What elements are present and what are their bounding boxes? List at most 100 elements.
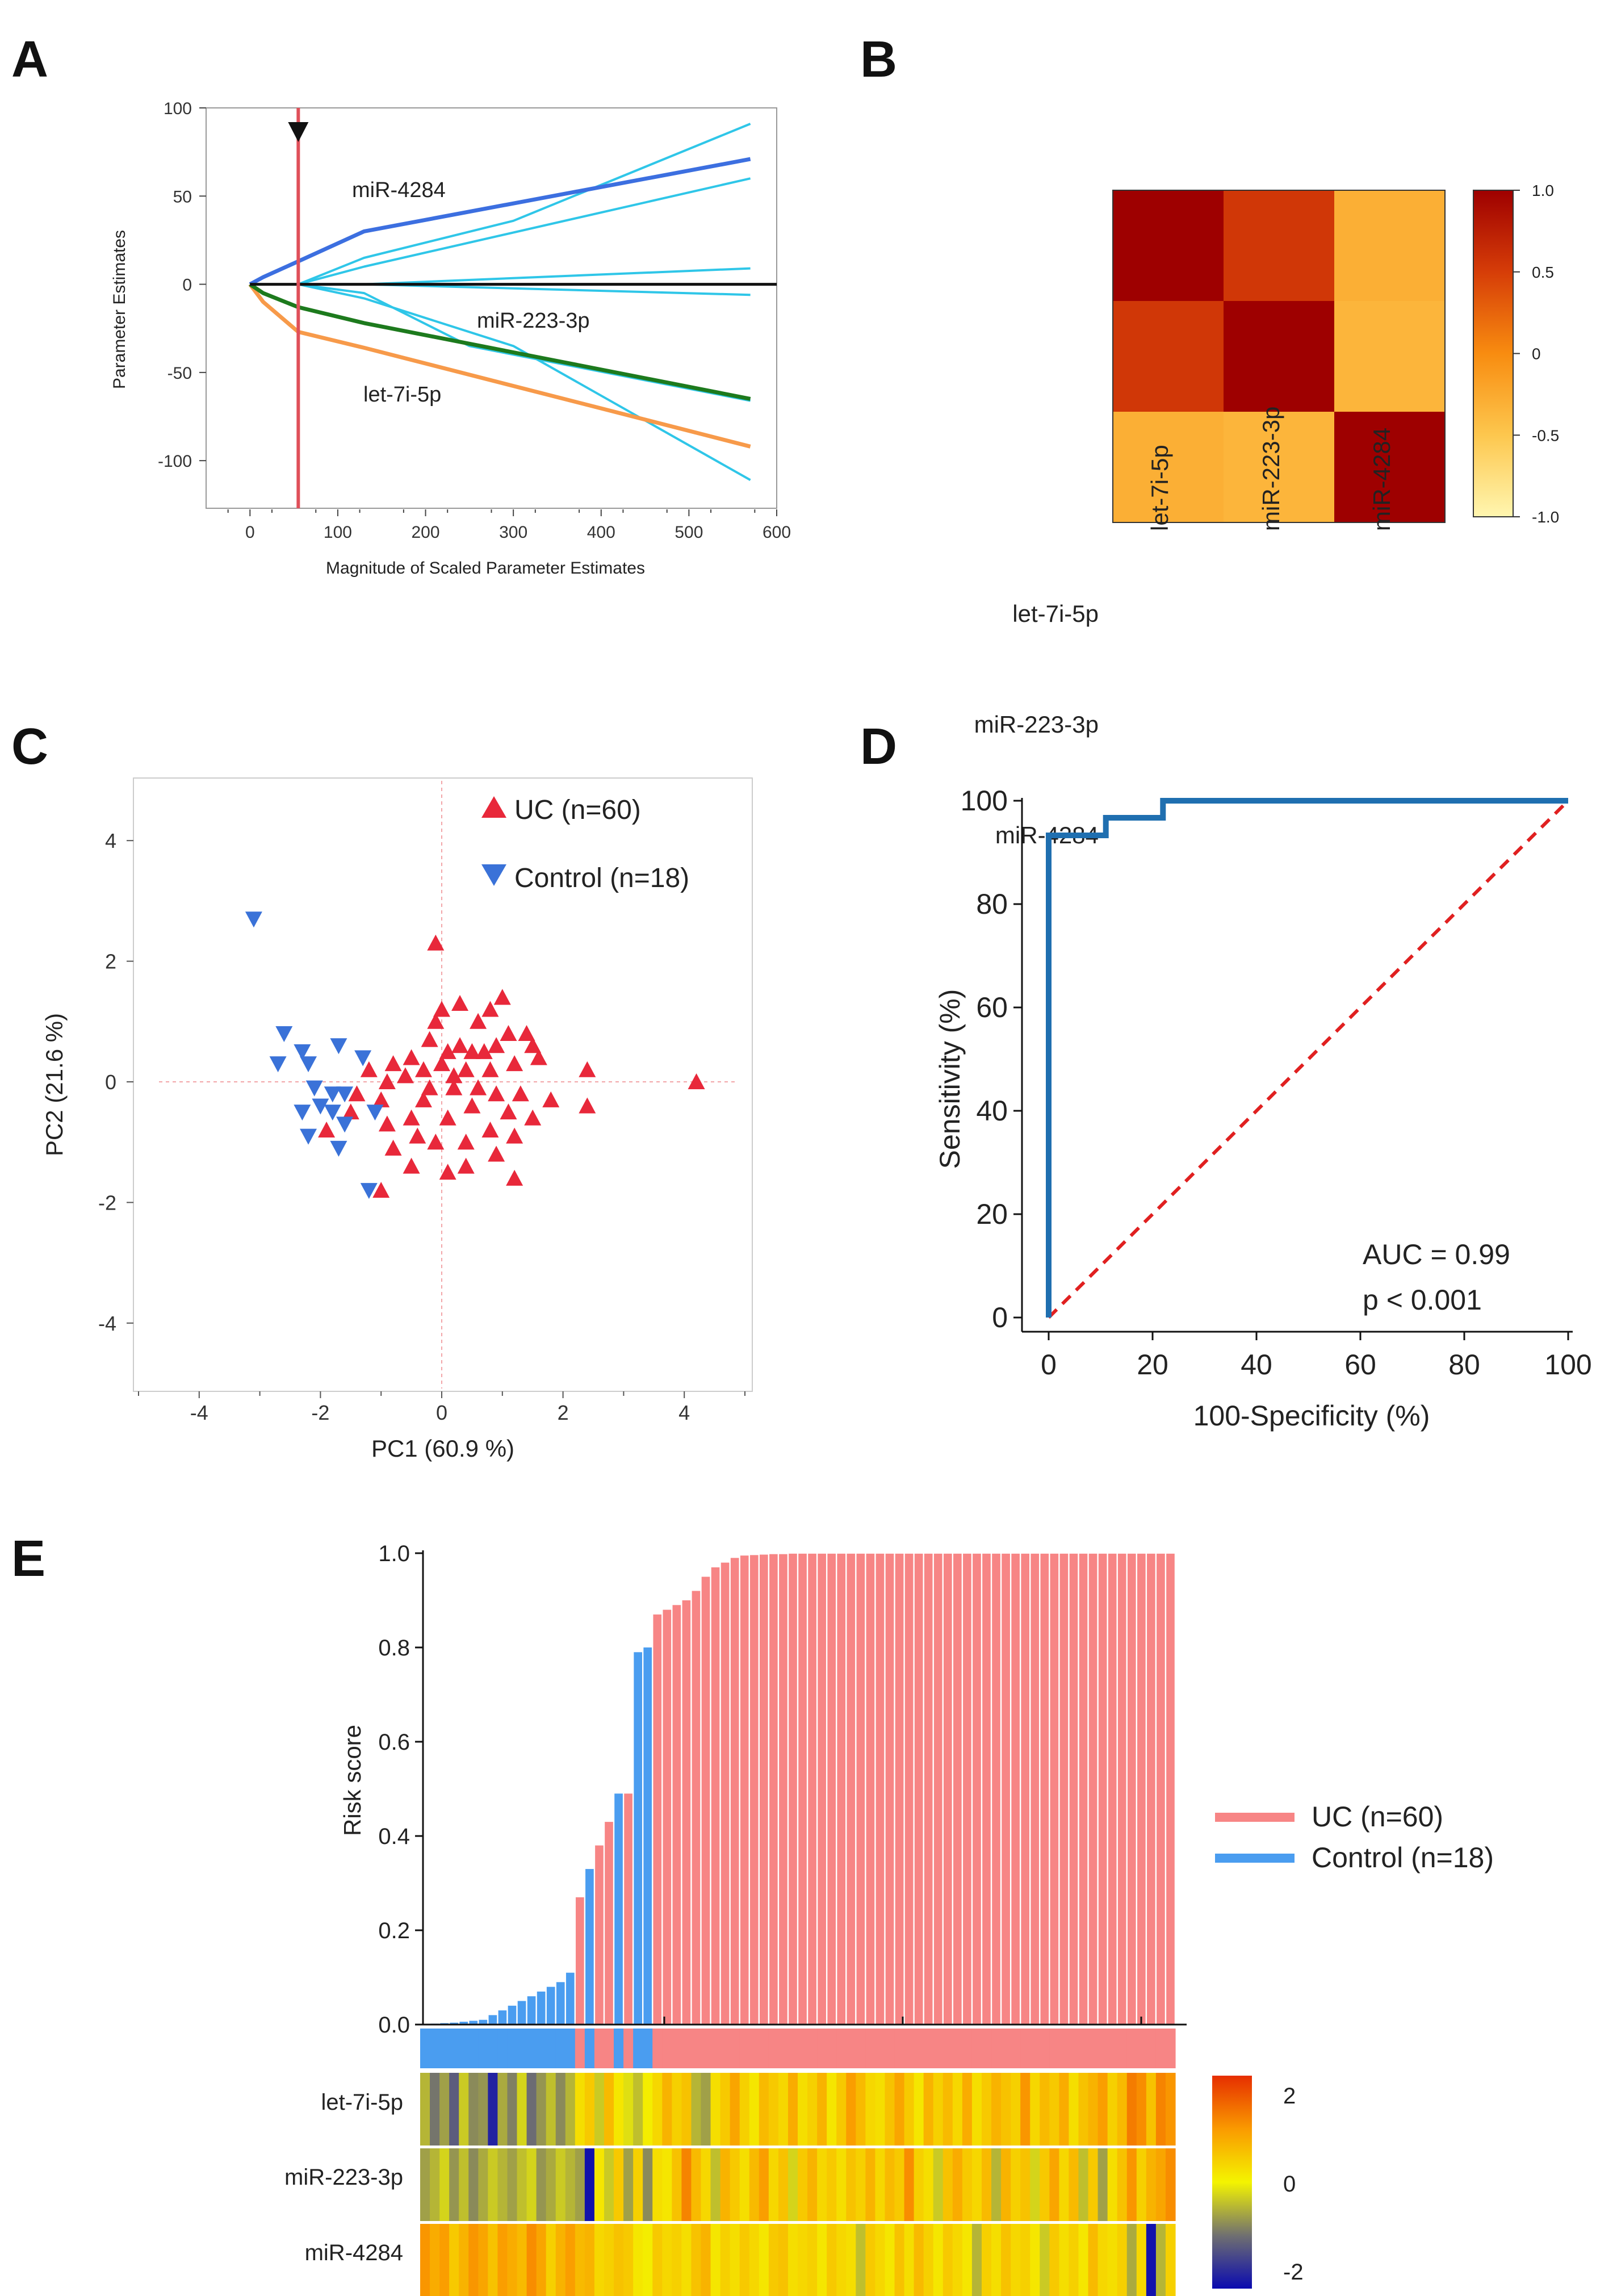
panel-e-y-label: Risk score	[339, 1725, 366, 1836]
panel-c-point-control	[330, 1038, 347, 1055]
panel-a-x-tick-label: 300	[499, 523, 527, 542]
panel-c-y-tick-label: 0	[105, 1070, 116, 1094]
panel-e-heat-cell	[865, 2224, 876, 2296]
panel-e-heat-cell	[749, 2148, 760, 2221]
panel-e-legend-uc: UC (n=60)	[1312, 1801, 1443, 1833]
panel-e-bar	[798, 1553, 807, 2025]
panel-e-heat-cell	[846, 2073, 856, 2146]
panel-e-heat-cell	[856, 2148, 866, 2221]
panel-e-bar	[605, 1822, 613, 2025]
panel-e-group-cell	[885, 2029, 895, 2068]
panel-e-bar	[585, 1869, 594, 2025]
panel-e-heat-cell	[1078, 2224, 1089, 2296]
panel-e-bar	[914, 1553, 923, 2025]
panel-e-heat-cell	[1088, 2148, 1099, 2221]
panel-e-heat-cell	[604, 2073, 614, 2146]
panel-e-heat-cell	[710, 2224, 721, 2296]
panel-e-bar	[1069, 1553, 1078, 2025]
panel-c-point-control	[336, 1116, 354, 1133]
panel-e-heat-cell	[720, 2073, 731, 2146]
panel-e-bar	[556, 1982, 565, 2025]
panel-e-heat-row-label: miR-4284	[305, 2240, 403, 2265]
panel-e-heat-cell	[1001, 2148, 1011, 2221]
panel-c-point-uc	[403, 1109, 420, 1126]
panel-d-y-tick-label: 80	[976, 888, 1008, 920]
panel-c-point-uc	[421, 1031, 438, 1047]
panel-e-y-tick-label: 0.2	[378, 1918, 410, 1943]
panel-e-bar	[837, 1553, 846, 2025]
panel-e-heat-cell	[468, 2224, 479, 2296]
panel-e-heat-cell	[1049, 2073, 1059, 2146]
panel-e-heat-cell	[643, 2073, 653, 2146]
panel-b-colorbar-tick-label: 0.5	[1532, 264, 1554, 281]
panel-e-heat-cell	[865, 2148, 876, 2221]
panel-e-group-cell	[798, 2029, 808, 2068]
panel-d-y-label: Sensitivity (%)	[934, 989, 966, 1169]
panel-b-col-label: miR-223-3p	[1258, 407, 1284, 531]
panel-c-point-uc	[470, 1079, 487, 1095]
panel-e-heat-cell	[643, 2224, 653, 2296]
panel-e-heat-cell	[1146, 2148, 1157, 2221]
panel-e-heat-cell	[468, 2073, 479, 2146]
panel-e-group-cell	[701, 2029, 711, 2068]
panel-e-group-cell	[449, 2029, 459, 2068]
panel-c-point-uc	[524, 1109, 542, 1126]
panel-e-group-cell	[1088, 2029, 1099, 2068]
panel-e-heat-cell	[739, 2073, 750, 2146]
panel-b-col-label: let-7i-5p	[1146, 445, 1173, 531]
panel-e-group-cell	[981, 2029, 992, 2068]
panel-e-group-cell	[1117, 2029, 1128, 2068]
panel-e-heat-cell	[894, 2073, 905, 2146]
panel-e-heat-cell	[430, 2224, 440, 2296]
panel-e-bar	[885, 1553, 894, 2025]
panel-a-x-tick-label: 500	[675, 523, 703, 542]
panel-e-heat-cell	[1136, 2224, 1147, 2296]
panel-e-heat-cell	[827, 2073, 837, 2146]
panel-e-heat-cell	[778, 2148, 789, 2221]
panel-c-legend-uc: UC (n=60)	[514, 795, 641, 825]
panel-e-heat-cell	[1040, 2148, 1050, 2221]
panel-a-x-label: Magnitude of Scaled Parameter Estimates	[326, 559, 645, 578]
panel-e-group-cell	[691, 2029, 702, 2068]
panel-e-heat-cell	[991, 2073, 1002, 2146]
panel-e-y-tick-label: 0.0	[378, 2013, 410, 2038]
panel-e-group-cell	[584, 2029, 595, 2068]
panel-e-group-cell	[430, 2029, 440, 2068]
panel-e-bar	[827, 1553, 836, 2025]
panel-e-group-cell	[865, 2029, 876, 2068]
panel-e-heat-cell	[720, 2148, 731, 2221]
panel-e-heat-cell	[817, 2148, 827, 2221]
panel-e-heat-cell	[662, 2224, 672, 2296]
panel-e-group-cell	[681, 2029, 692, 2068]
panel-c-point-uc	[506, 1055, 523, 1072]
panel-c-point-uc	[439, 1164, 456, 1180]
panel-e-colorbar-tick-label: -2	[1283, 2260, 1304, 2285]
panel-e-heat-cell	[1069, 2073, 1079, 2146]
panel-e-heat-cell	[923, 2148, 934, 2221]
panel-e-heat-cell	[739, 2224, 750, 2296]
panel-e-heat-cell	[933, 2148, 944, 2221]
panel-e-heat-cell	[594, 2073, 605, 2146]
panel-e-bar	[711, 1567, 720, 2025]
panel-e-heat-cell	[555, 2224, 566, 2296]
panel-d-x-label: 100-Specificity (%)	[1193, 1400, 1430, 1432]
panel-e-bar	[808, 1553, 816, 2025]
panel-e-heat-cell	[778, 2224, 789, 2296]
panel-e-heat-cell	[517, 2224, 527, 2296]
panel-e-bar	[576, 1897, 584, 2025]
panel-e-group-cell	[1136, 2029, 1147, 2068]
panel-e-heat-cell	[565, 2224, 576, 2296]
panel-e-heat-cell	[768, 2224, 779, 2296]
panel-e-bar	[904, 1553, 914, 2025]
panel-e-heat-cell	[497, 2148, 508, 2221]
panel-e-bar	[982, 1553, 991, 2025]
panel-c-point-uc	[506, 1127, 523, 1144]
panel-e-bar	[1059, 1553, 1069, 2025]
panel-e-bar	[479, 2019, 488, 2025]
panel-e-bar	[653, 1614, 662, 2025]
panel-a-y-tick-label: -100	[158, 452, 192, 471]
panel-a-plot-frame	[206, 107, 777, 509]
panel-e-heat-cell	[1030, 2224, 1040, 2296]
panel-e-heat-cell	[1097, 2148, 1108, 2221]
